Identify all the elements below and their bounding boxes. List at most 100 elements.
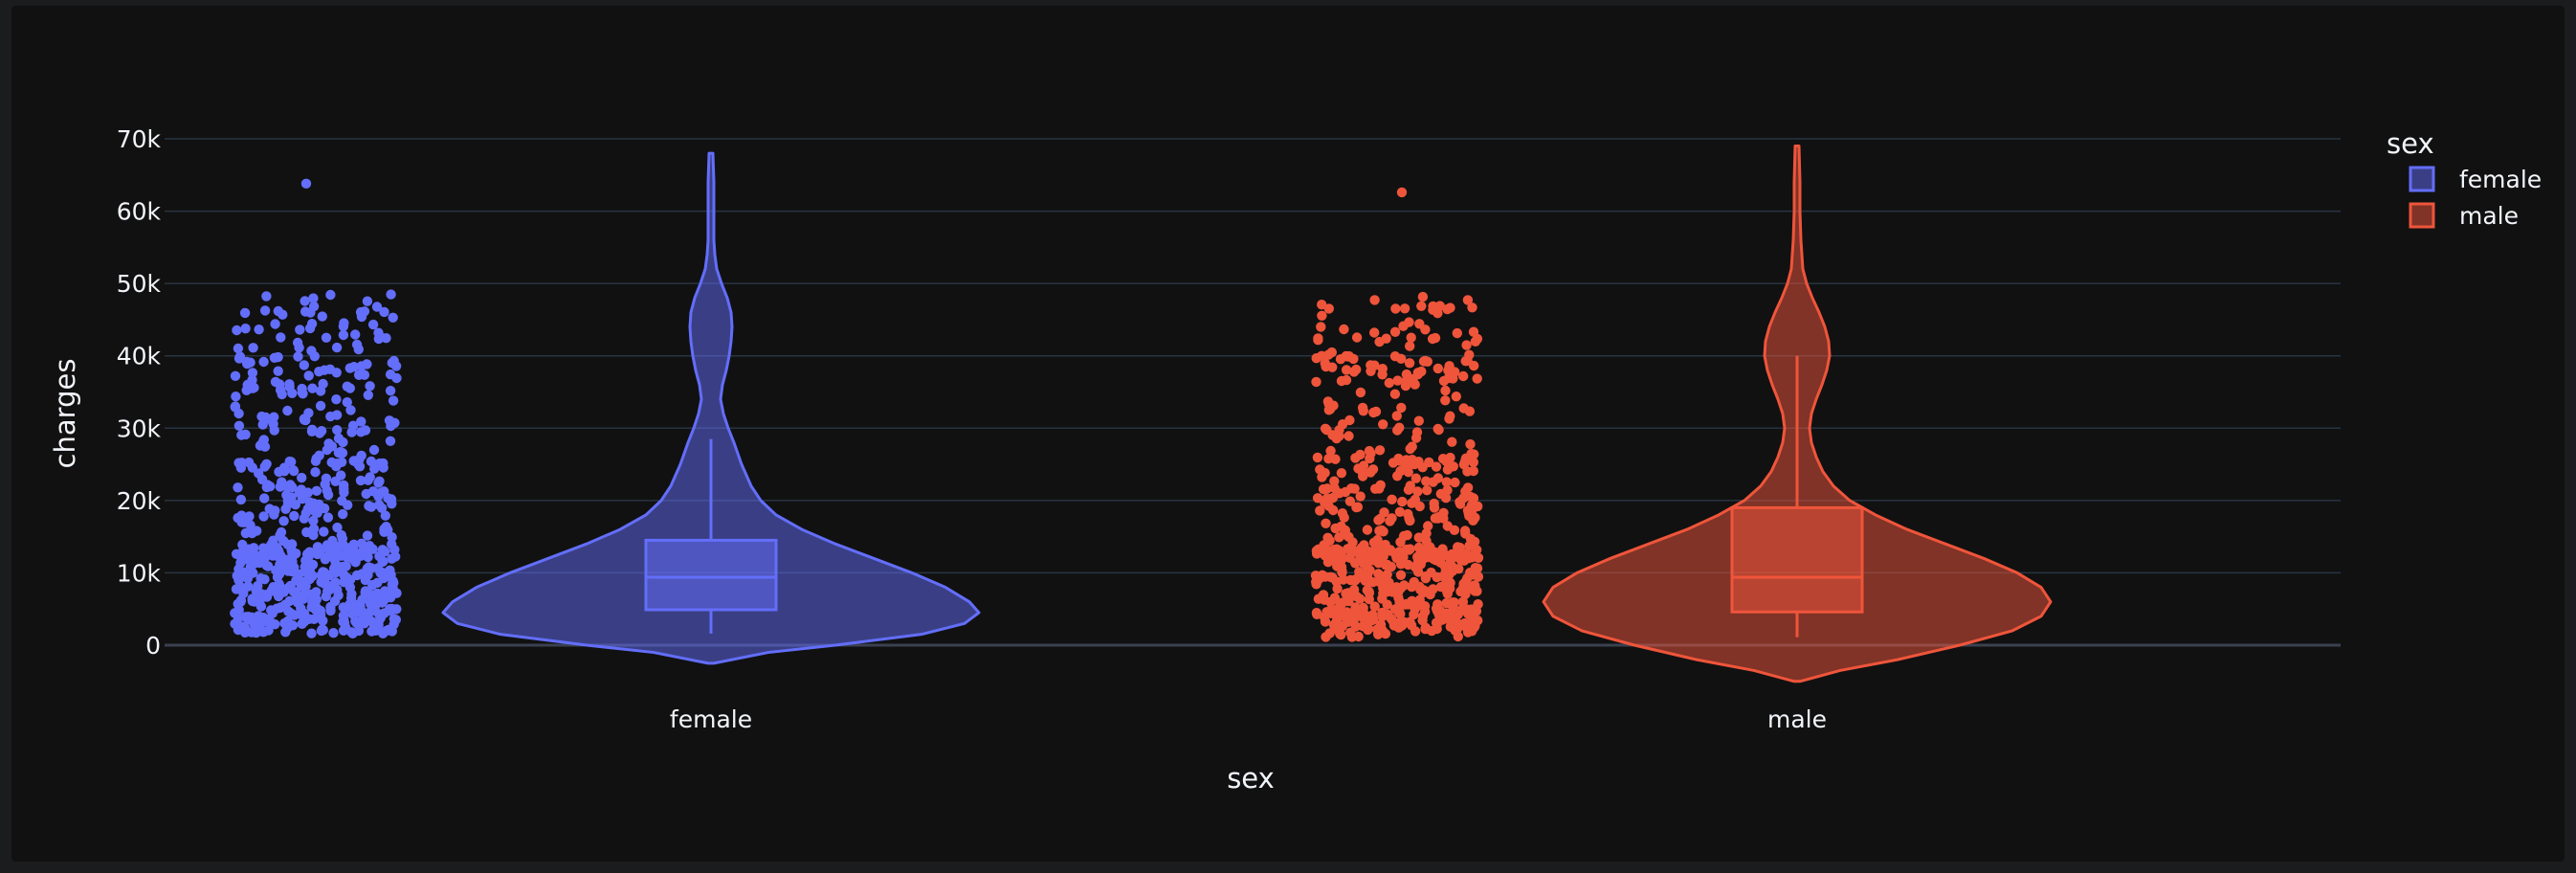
data-point — [269, 412, 279, 422]
data-point — [1473, 599, 1483, 610]
data-point — [304, 563, 316, 573]
legend-item-female[interactable]: female — [2409, 166, 2542, 193]
data-point — [1447, 436, 1457, 447]
data-point — [1346, 483, 1357, 494]
data-point — [256, 411, 267, 422]
data-point — [288, 465, 300, 477]
data-point — [1460, 576, 1472, 587]
data-point — [1320, 358, 1331, 369]
data-point — [348, 539, 359, 549]
data-point — [297, 472, 307, 483]
violin-female[interactable] — [441, 151, 981, 665]
data-point — [1469, 536, 1480, 548]
data-point — [1448, 461, 1459, 472]
legend-label-male: male — [2459, 202, 2519, 230]
data-point — [1380, 628, 1391, 639]
data-point — [1311, 608, 1322, 618]
data-point — [1412, 486, 1423, 497]
data-point — [1343, 351, 1354, 362]
data-point — [1369, 295, 1380, 305]
data-point — [332, 522, 343, 533]
data-point — [290, 500, 300, 510]
data-point — [1355, 491, 1366, 502]
data-point — [1421, 528, 1432, 539]
data-point — [247, 368, 258, 378]
data-point — [233, 458, 244, 468]
box-male[interactable] — [1730, 505, 1864, 614]
legend-swatch-female — [2409, 166, 2435, 192]
data-point — [1469, 569, 1480, 579]
data-point — [1381, 577, 1391, 588]
data-point — [1441, 477, 1453, 487]
data-point — [360, 425, 371, 436]
data-point — [1378, 526, 1388, 537]
box-female[interactable] — [644, 538, 778, 612]
data-point — [1458, 370, 1469, 382]
data-point — [289, 510, 300, 522]
data-point — [1381, 333, 1391, 344]
data-point — [1313, 335, 1323, 346]
data-point — [1315, 464, 1325, 475]
data-point — [259, 305, 271, 316]
data-point — [1450, 477, 1460, 488]
y-tick-label: 70k — [117, 125, 162, 153]
data-point — [326, 441, 338, 452]
data-point — [303, 408, 314, 418]
data-point — [386, 494, 397, 504]
data-point — [1410, 473, 1422, 483]
data-point — [1430, 332, 1441, 344]
data-point — [1337, 621, 1348, 632]
data-point — [284, 559, 295, 571]
data-point — [269, 425, 279, 436]
data-point — [1394, 506, 1406, 517]
data-point — [1391, 553, 1402, 564]
data-point — [1431, 461, 1442, 472]
y-tick-label: 20k — [117, 487, 162, 515]
data-point — [363, 551, 373, 563]
data-point — [342, 572, 353, 584]
data-point — [1473, 616, 1483, 626]
data-point — [1339, 512, 1349, 523]
data-point — [282, 539, 293, 549]
data-point — [311, 485, 322, 496]
data-point — [389, 355, 399, 367]
data-point — [1420, 325, 1431, 335]
data-point — [366, 598, 376, 610]
data-point — [293, 351, 303, 362]
data-point — [1454, 564, 1464, 574]
data-point — [1432, 571, 1442, 583]
data-point — [308, 529, 319, 541]
data-point — [325, 544, 336, 554]
data-point — [1369, 360, 1380, 370]
data-point — [1321, 493, 1333, 504]
data-point — [1373, 569, 1384, 579]
data-point — [275, 565, 285, 575]
data-point — [275, 481, 285, 492]
data-point — [336, 529, 346, 541]
data-point — [235, 595, 247, 606]
data-point — [1406, 332, 1416, 343]
data-point — [1332, 583, 1343, 594]
data-point — [1373, 515, 1384, 526]
data-point — [339, 487, 349, 498]
data-point — [354, 461, 366, 472]
data-point — [314, 428, 325, 438]
data-point — [1412, 557, 1424, 568]
data-point — [1334, 532, 1344, 543]
data-point — [1453, 631, 1464, 642]
legend-item-male[interactable]: male — [2409, 202, 2519, 230]
data-point — [1317, 570, 1328, 580]
data-point — [285, 480, 296, 490]
data-point — [351, 570, 363, 581]
data-point — [373, 478, 384, 488]
data-point — [1468, 549, 1478, 561]
data-point — [258, 511, 269, 522]
data-point — [1416, 301, 1427, 311]
data-point — [304, 573, 315, 585]
data-point — [338, 329, 349, 341]
data-point — [282, 499, 294, 509]
data-point — [1427, 625, 1437, 637]
grid-lines — [165, 138, 2341, 647]
data-point — [266, 586, 277, 596]
data-point — [1334, 431, 1344, 441]
